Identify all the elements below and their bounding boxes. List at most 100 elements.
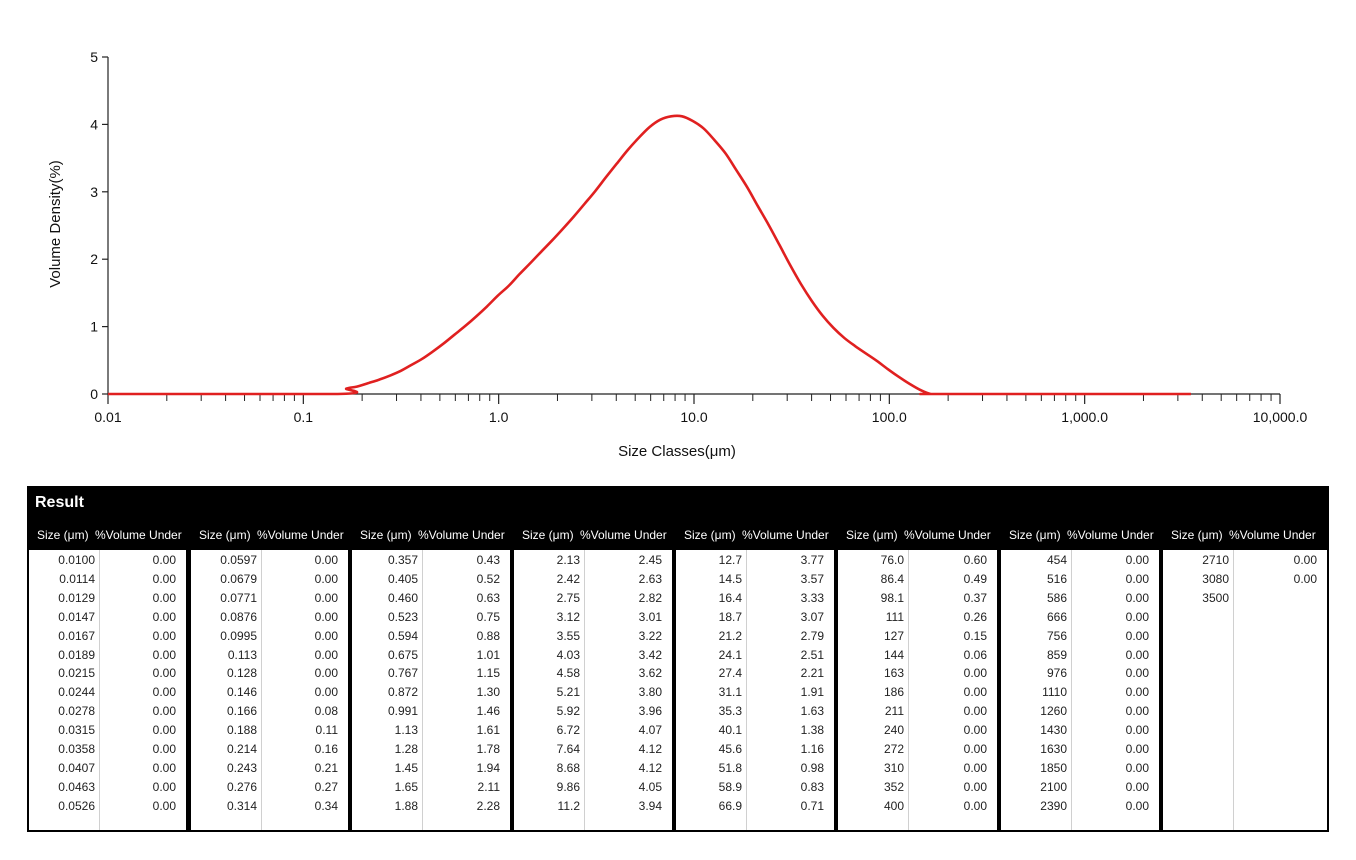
- size-cell: 0.113: [227, 647, 257, 662]
- x-tick-label: 100.0: [872, 409, 907, 425]
- table-row: 14.5 3.57: [676, 570, 834, 589]
- table-row: 3.12 3.01: [514, 608, 672, 627]
- size-cell: 0.166: [226, 704, 257, 719]
- volume-cell: 0.00: [152, 609, 176, 624]
- size-cell: 1260: [1040, 704, 1067, 719]
- table-row: 0.166 0.08: [191, 702, 348, 721]
- table-row: 1850 0.00: [1001, 759, 1159, 778]
- volume-cell: 0.00: [152, 779, 176, 794]
- volume-cell: 0.34: [314, 798, 338, 813]
- size-cell: 2390: [1040, 798, 1067, 813]
- y-tick-label: 3: [90, 184, 98, 200]
- volume-cell: 0.26: [963, 609, 987, 624]
- table-row: 0.214 0.16: [191, 740, 348, 759]
- volume-cell: 3.94: [638, 798, 662, 813]
- size-header: Size (μm): [37, 528, 89, 542]
- size-header: Size (μm): [199, 528, 251, 542]
- volume-cell: 0.63: [476, 590, 500, 605]
- volume-cell: 0.00: [963, 798, 987, 813]
- table-row: 5.92 3.96: [514, 702, 672, 721]
- volume-cell: 1.16: [800, 742, 824, 756]
- table-row: 12.7 3.77: [676, 551, 834, 570]
- size-cell: 0.0463: [58, 779, 95, 794]
- size-cell: 3.55: [556, 628, 580, 643]
- size-cell: 0.357: [387, 553, 418, 567]
- result-column-header: Size (μm) %Volume Under: [836, 520, 999, 550]
- result-column-header: Size (μm) %Volume Under: [27, 520, 188, 550]
- size-cell: 24.1: [718, 647, 742, 662]
- size-cell: 45.6: [718, 742, 742, 756]
- table-row: 2.75 2.82: [514, 589, 672, 608]
- size-cell: 3500: [1202, 590, 1229, 605]
- table-row: 2390 0.00: [1001, 797, 1159, 816]
- result-column-body: 76.0 0.60 86.4 0.49 98.1 0.37 111 0.26 127 0.15 14…: [838, 550, 997, 830]
- table-row: 0.0771 0.00: [191, 589, 348, 608]
- size-cell: 8.68: [556, 760, 580, 775]
- table-row: 0.991 1.46: [352, 702, 510, 721]
- volume-cell: 0.00: [1125, 685, 1149, 700]
- y-axis: 0 1 2 3 4 5: [90, 49, 109, 402]
- table-row: 3080 0.00: [1163, 570, 1327, 589]
- volume-header: %Volume Under: [904, 528, 991, 542]
- volume-cell: 3.80: [638, 685, 662, 700]
- column-divider: [746, 550, 747, 830]
- size-cell: 0.188: [226, 723, 257, 738]
- table-row: 0.0147 0.00: [29, 608, 186, 627]
- table-row: 8.68 4.12: [514, 759, 672, 778]
- size-cell: 756: [1046, 628, 1067, 643]
- size-cell: 27.4: [718, 666, 742, 681]
- volume-cell: 0.00: [152, 666, 176, 681]
- volume-cell: 1.15: [476, 666, 500, 681]
- size-cell: 1.28: [394, 742, 418, 756]
- size-cell: 58.9: [718, 779, 742, 794]
- table-row: 0.0189 0.00: [29, 646, 186, 665]
- table-row: 0.0278 0.00: [29, 702, 186, 721]
- table-row: 21.2 2.79: [676, 627, 834, 646]
- table-row: 240 0.00: [838, 721, 997, 740]
- size-header: Size (μm): [846, 528, 898, 542]
- volume-cell: 1.01: [476, 647, 500, 662]
- table-row: 1.65 2.11: [352, 778, 510, 797]
- volume-cell: 0.21: [314, 760, 338, 775]
- size-cell: 40.1: [718, 723, 742, 738]
- table-row: 400 0.00: [838, 797, 997, 816]
- size-cell: 2100: [1040, 779, 1067, 794]
- volume-cell: 1.63: [800, 704, 824, 719]
- volume-cell: 0.00: [314, 590, 338, 605]
- table-row: 163 0.00: [838, 664, 997, 683]
- volume-cell: 0.00: [152, 628, 176, 643]
- volume-cell: 0.00: [152, 704, 176, 719]
- volume-cell: 0.00: [314, 553, 338, 567]
- table-row: 2100 0.00: [1001, 778, 1159, 797]
- volume-cell: 0.00: [1125, 553, 1149, 567]
- volume-cell: 0.00: [1293, 571, 1317, 586]
- volume-cell: 0.00: [1125, 590, 1149, 605]
- volume-cell: 2.28: [476, 798, 500, 813]
- size-cell: 211: [884, 704, 904, 719]
- table-row: 756 0.00: [1001, 627, 1159, 646]
- volume-cell: 0.83: [800, 779, 824, 794]
- volume-cell: 0.00: [152, 553, 176, 567]
- size-cell: 0.405: [387, 571, 418, 586]
- volume-cell: 3.57: [800, 571, 824, 586]
- size-cell: 0.0129: [58, 590, 95, 605]
- size-cell: 3.12: [556, 609, 580, 624]
- volume-header: %Volume Under: [418, 528, 505, 542]
- size-cell: 454: [1046, 553, 1067, 567]
- table-row: 2.42 2.63: [514, 570, 672, 589]
- table-row: 859 0.00: [1001, 646, 1159, 665]
- result-column: Size (μm) %Volume Under 0.357 0.43 0.405 0.52…: [350, 520, 512, 832]
- volume-cell: 4.12: [638, 760, 662, 775]
- size-cell: 0.128: [226, 666, 257, 681]
- series-layer: [108, 114, 1191, 396]
- table-row: 0.0597 0.00: [191, 551, 348, 570]
- table-row: 58.9 0.83: [676, 778, 834, 797]
- y-tick-label: 4: [90, 116, 98, 132]
- table-row: 86.4 0.49: [838, 570, 997, 589]
- size-cell: 0.0147: [58, 609, 95, 624]
- size-cell: 0.0358: [58, 742, 95, 756]
- volume-cell: 0.37: [963, 590, 987, 605]
- size-cell: 0.0995: [220, 628, 257, 643]
- size-cell: 6.72: [556, 723, 580, 738]
- table-row: 45.6 1.16: [676, 740, 834, 759]
